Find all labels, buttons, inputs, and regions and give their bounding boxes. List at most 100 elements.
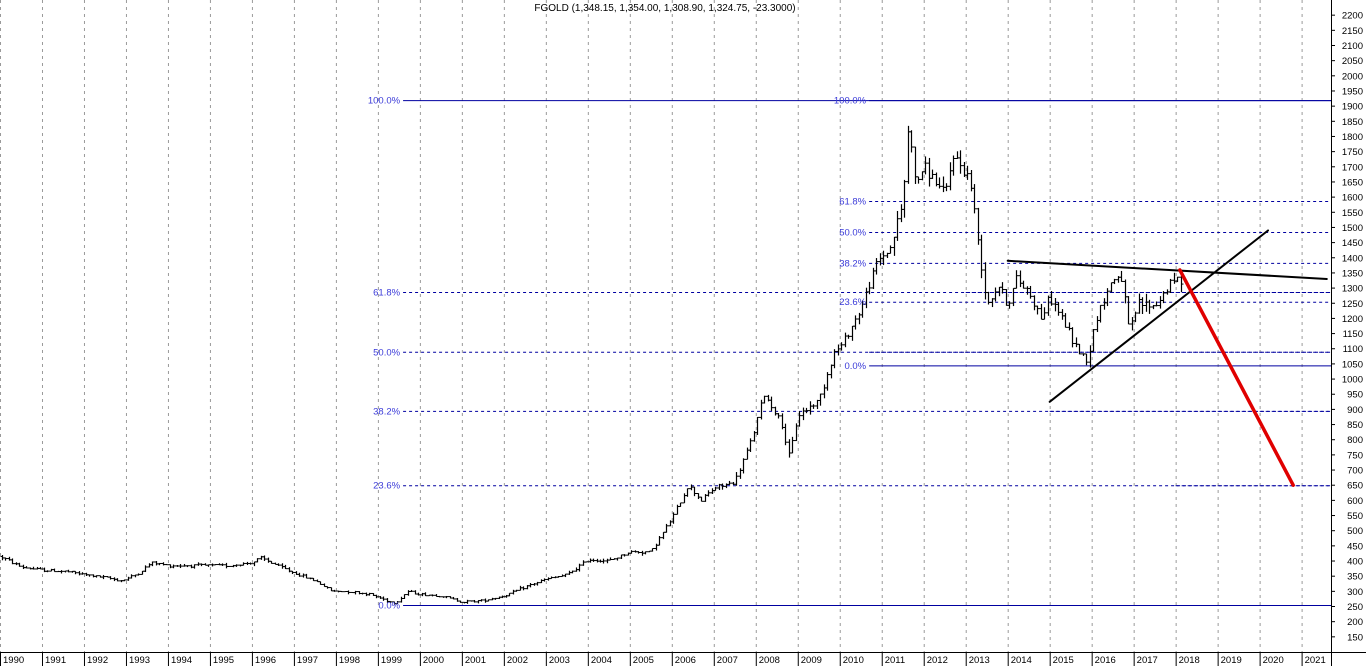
price-bar-1 (3, 557, 8, 561)
y-tick-label-1100: 1100 (1343, 344, 1363, 355)
x-axis: 1990 1991 1992 1993 1994 1995 1996 1997 1998 1999… (0, 652, 1366, 666)
price-bar-61 (213, 564, 218, 566)
y-tick-label-1800: 1800 (1342, 132, 1363, 143)
price-bar-71 (248, 562, 253, 565)
price-bar-31 (108, 576, 113, 580)
fib-label-right-23.6%: 23.6% (839, 297, 866, 308)
price-bar-45 (157, 562, 162, 566)
price-bar-196 (685, 488, 690, 497)
price-bar-105 (367, 592, 372, 596)
price-bar-69 (241, 562, 246, 566)
x-tick-label-2009: 2009 (801, 655, 822, 666)
y-tick-label-1550: 1550 (1342, 208, 1363, 219)
price-bar-210 (734, 472, 739, 486)
y-tick-label-850: 850 (1347, 420, 1363, 431)
price-bar-184 (643, 551, 648, 555)
price-bar-204 (713, 486, 718, 492)
price-bar-159 (556, 575, 561, 578)
price-bar-35 (122, 579, 127, 582)
price-bar-143 (500, 595, 505, 599)
price-bar-202 (706, 490, 711, 497)
y-tick-label-1200: 1200 (1342, 314, 1363, 325)
price-bar-324 (1133, 311, 1138, 323)
price-bar-250 (874, 258, 879, 275)
x-tick-label-1999: 1999 (381, 655, 402, 666)
price-bar-246 (860, 300, 865, 318)
y-axis: 150 200 250 300 350 400 450 500 550 600 650 700 750 8… (1331, 0, 1363, 666)
price-bar-296 (1035, 305, 1040, 315)
price-bar-43 (150, 561, 155, 567)
price-bar-59 (206, 564, 211, 567)
x-tick-label-1995: 1995 (213, 655, 234, 666)
price-bar-234 (818, 393, 823, 406)
price-bar-320 (1119, 270, 1124, 282)
price-bar-29 (101, 574, 106, 580)
y-tick-label-500: 500 (1347, 526, 1363, 537)
price-bar-115 (402, 594, 407, 600)
x-tick-label-2010: 2010 (843, 655, 864, 666)
price-bar-81 (283, 564, 288, 570)
price-bar-206 (720, 483, 725, 490)
x-tick-label-2013: 2013 (969, 655, 990, 666)
y-tick-label-1900: 1900 (1342, 102, 1363, 113)
price-bar-169 (591, 558, 596, 562)
price-bar-157 (549, 576, 554, 580)
price-bar-308 (1077, 343, 1082, 355)
price-bar-242 (846, 334, 851, 339)
x-tick-label-2016: 2016 (1095, 655, 1116, 666)
y-tick-label-1150: 1150 (1343, 329, 1363, 340)
x-tick-label-2002: 2002 (507, 655, 528, 666)
y-tick-label-450: 450 (1347, 541, 1363, 552)
fib-label-left-100.0%: 100.0% (368, 96, 401, 107)
y-tick-label-2000: 2000 (1342, 71, 1363, 82)
price-bar-109 (381, 596, 386, 601)
price-bar-125 (437, 595, 442, 598)
x-tick-label-2004: 2004 (591, 655, 612, 666)
price-bar-264 (923, 156, 928, 175)
price-bar-79 (276, 563, 281, 566)
price-bar-178 (622, 554, 627, 557)
price-bar-137 (479, 599, 484, 602)
price-bar-67 (234, 564, 239, 567)
price-bar-232 (811, 404, 816, 409)
price-bar-188 (657, 536, 662, 546)
price-bar-272 (951, 155, 956, 176)
fib-label-right-100.0%: 100.0% (834, 96, 867, 107)
price-bar-298 (1042, 307, 1047, 320)
price-bar-306 (1070, 327, 1075, 348)
price-bar-131 (458, 600, 463, 603)
price-bar-49 (171, 564, 176, 569)
y-tick-label-1300: 1300 (1342, 284, 1363, 295)
y-tick-label-1650: 1650 (1342, 177, 1363, 188)
price-bar-190 (664, 523, 669, 533)
fibonacci-labels: 100.0% 61.8% 50.0% 38.2% 23.6% 0.0% 100.0% 61.8… (368, 96, 867, 612)
y-tick-label-300: 300 (1347, 587, 1363, 598)
x-tick-label-1994: 1994 (171, 655, 192, 666)
price-bar-47 (164, 563, 169, 566)
y-tick-label-1000: 1000 (1342, 375, 1363, 386)
y-tick-label-1400: 1400 (1342, 253, 1363, 264)
price-bar-129 (451, 596, 456, 600)
price-bar-149 (521, 586, 526, 591)
price-bar-95 (332, 589, 337, 592)
price-bar-101 (353, 590, 358, 595)
price-bar-85 (297, 572, 302, 577)
price-bar-282 (986, 291, 991, 305)
price-bar-332 (1161, 291, 1166, 304)
price-bar-288 (1007, 301, 1012, 309)
price-bar-194 (678, 502, 683, 508)
price-bar-41 (143, 565, 148, 573)
price-bar-167 (584, 561, 589, 563)
x-tick-label-1991: 1991 (45, 655, 66, 666)
y-tick-label-2200: 2200 (1342, 11, 1363, 22)
price-bar-330 (1154, 301, 1159, 307)
price-bar-113 (395, 601, 400, 605)
price-bar-57 (199, 563, 204, 567)
price-bar-304 (1063, 313, 1068, 328)
y-tick-label-800: 800 (1347, 435, 1363, 446)
price-bar-13 (45, 570, 50, 573)
fib-label-right-61.8%: 61.8% (839, 197, 866, 208)
price-bar-312 (1091, 329, 1096, 352)
fib-label-left-38.2%: 38.2% (373, 406, 400, 417)
